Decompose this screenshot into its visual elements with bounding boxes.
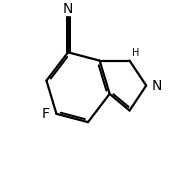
Text: F: F <box>42 107 50 121</box>
Text: H: H <box>132 48 140 58</box>
Text: N: N <box>63 2 73 16</box>
Text: N: N <box>151 79 162 93</box>
